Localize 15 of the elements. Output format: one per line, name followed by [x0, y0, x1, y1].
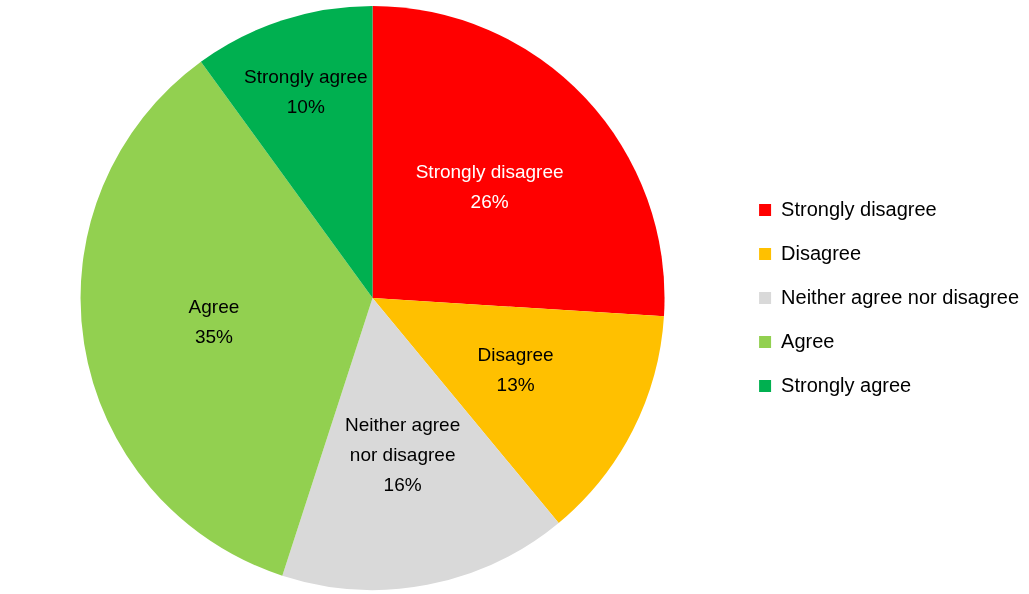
- data-label: 26%: [470, 191, 509, 213]
- slice-label: Strongly disagree: [415, 161, 564, 183]
- legend-label: Strongly agree: [781, 373, 912, 396]
- data-label: 10%: [286, 95, 325, 117]
- legend-label: Disagree: [781, 241, 862, 264]
- slice-label: Strongly agree: [243, 65, 368, 87]
- legend-label: Strongly disagree: [781, 197, 937, 220]
- slice-label: Disagree: [477, 344, 554, 366]
- data-label: 13%: [496, 374, 535, 396]
- data-label: 16%: [383, 473, 422, 495]
- slice-label: Neither agree nor disagree: [345, 413, 461, 465]
- slice-label: Agree: [188, 296, 240, 318]
- legend-label: Agree: [781, 329, 835, 352]
- data-label: 35%: [194, 326, 234, 348]
- legend-label: Neither agree nor disagree: [781, 285, 1019, 308]
